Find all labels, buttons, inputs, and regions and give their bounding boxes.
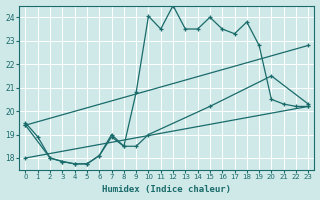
- X-axis label: Humidex (Indice chaleur): Humidex (Indice chaleur): [102, 185, 231, 194]
